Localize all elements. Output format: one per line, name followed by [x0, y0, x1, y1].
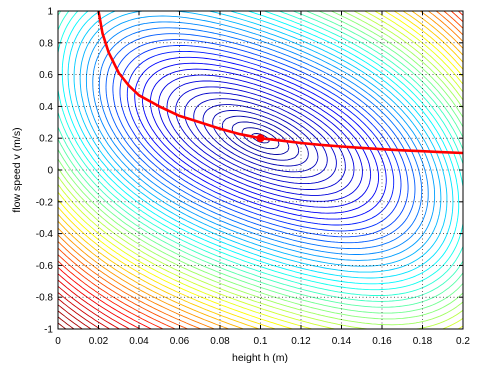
y-tick-label: -0.8	[36, 293, 54, 304]
x-tick-label: 0.02	[89, 336, 109, 347]
contour-level	[149, 68, 372, 208]
contour-level	[58, 11, 463, 314]
contour-level	[58, 11, 463, 329]
equilibrium-point-marker	[256, 134, 265, 143]
y-tick-labels: 1 0.8 0.6 0.4 0.2 0 -0.2 -0.4 -0.6 -0.8 -1	[36, 7, 54, 336]
contour-level	[58, 11, 463, 329]
y-tick-label: 0.2	[39, 134, 53, 145]
contour-level	[58, 279, 130, 329]
y-axis-label: flow speed v (m/s)	[11, 127, 23, 212]
contour-level	[58, 11, 463, 329]
contour-level	[58, 11, 463, 329]
x-tick-label: 0.1	[254, 336, 268, 347]
contour-level	[231, 121, 290, 155]
x-tick-label: 0.2	[456, 336, 470, 347]
contour-level	[58, 11, 463, 308]
contour-level	[166, 80, 355, 196]
x-tick-label: 0	[55, 336, 61, 347]
contour-level	[134, 56, 387, 220]
y-tick-label: -0.4	[36, 229, 54, 240]
contour-level	[58, 11, 463, 329]
contour-level	[202, 104, 319, 173]
contour-level	[112, 39, 409, 238]
contour-level	[92, 21, 429, 255]
contour-level	[58, 304, 92, 329]
y-tick-label: 1	[47, 7, 53, 18]
contour-level	[67, 11, 454, 279]
x-tick-label: 0.16	[372, 336, 392, 347]
contour-level	[58, 316, 75, 329]
x-tick-label: 0.18	[413, 336, 433, 347]
x-tick-label: 0.06	[170, 336, 190, 347]
contour-level	[58, 11, 463, 329]
y-tick-label: 0.6	[39, 70, 53, 81]
contour-level	[119, 45, 402, 232]
x-tick-labels: 0 0.02 0.04 0.06 0.08 0.1 0.12 0.14 0.16 0.18 0.2	[55, 336, 470, 347]
y-tick-label: -1	[44, 325, 53, 336]
contour-level	[58, 285, 120, 329]
x-tick-label: 0.08	[210, 336, 230, 347]
contour-level	[58, 273, 141, 329]
x-axis-label: height h (m)	[232, 352, 288, 364]
y-tick-label: 0.8	[39, 38, 53, 49]
contour-level	[58, 292, 110, 329]
contour-level	[58, 11, 463, 329]
contour-level	[58, 11, 463, 329]
x-tick-label: 0.14	[332, 336, 352, 347]
equilibrium-curve	[97, 11, 463, 155]
contour-level	[79, 11, 442, 267]
contour-lines	[58, 11, 463, 329]
y-tick-label: 0	[47, 166, 53, 177]
contour-level	[175, 86, 346, 190]
contour-level	[58, 11, 463, 329]
y-tick-label: -0.6	[36, 261, 54, 272]
contour-level	[58, 11, 463, 320]
tick-marks	[57, 10, 464, 330]
contour-level	[73, 11, 448, 273]
contour-level	[85, 15, 436, 261]
contour-level	[58, 267, 152, 329]
contour-level	[61, 11, 460, 285]
contour-level	[184, 92, 337, 185]
contour-level	[193, 98, 328, 179]
contour-level	[141, 62, 380, 214]
grid-lines	[58, 11, 463, 329]
curve-layer	[97, 11, 463, 155]
x-tick-label: 0.04	[129, 336, 149, 347]
contour-level	[98, 27, 423, 250]
y-tick-label: 0.4	[39, 102, 53, 113]
contour-level	[58, 11, 463, 326]
contour-level	[221, 115, 300, 161]
x-tick-label: 0.12	[291, 336, 311, 347]
y-tick-label: -0.2	[36, 197, 54, 208]
